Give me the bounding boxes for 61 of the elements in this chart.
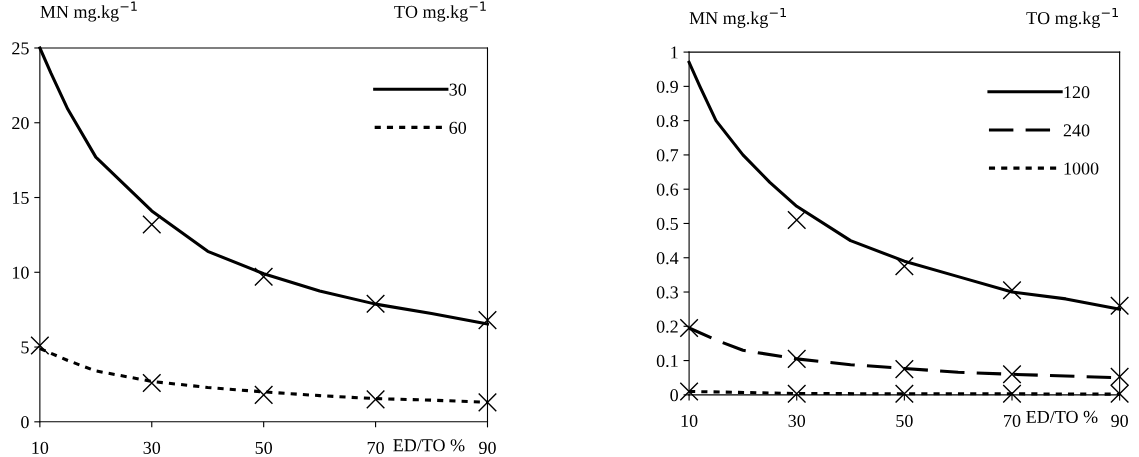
y-tick-label: 0.7 xyxy=(656,149,679,162)
x-tick-label: 50 xyxy=(896,414,913,427)
point xyxy=(787,384,807,404)
point xyxy=(894,359,914,379)
legend-label: 30 xyxy=(449,83,467,96)
point xyxy=(254,385,274,405)
point xyxy=(142,214,162,234)
y-tick-label: 10 xyxy=(12,266,29,279)
x-axis-title: ED/TO % xyxy=(1026,410,1098,424)
x-tick-label: 10 xyxy=(681,414,698,427)
point xyxy=(679,381,699,401)
x-tick-label: 90 xyxy=(479,441,496,454)
y-tick-label: 1 xyxy=(671,46,678,59)
y-tick-label: 0.1 xyxy=(656,354,678,368)
point xyxy=(679,318,699,338)
y-tick-label: 0 xyxy=(21,416,29,429)
x-tick-label: 70 xyxy=(1004,414,1021,427)
y-tick-label: 0 xyxy=(670,389,678,402)
x-tick-label: 10 xyxy=(32,441,49,454)
x-tick-label: 30 xyxy=(143,441,161,454)
point xyxy=(1110,296,1130,316)
point xyxy=(1002,364,1022,384)
point xyxy=(787,210,807,230)
y-tick-label: 0.3 xyxy=(656,286,678,299)
point xyxy=(894,256,914,276)
point xyxy=(1002,384,1022,404)
legend-label: 1000 xyxy=(1064,162,1099,175)
y-axis-title: MN mg.kg$^{−1}$ xyxy=(689,7,786,28)
x-tick-label: 90 xyxy=(1111,414,1128,427)
point xyxy=(478,310,497,330)
legend-label: 240 xyxy=(1063,124,1090,137)
point xyxy=(142,373,162,393)
point xyxy=(1110,384,1130,404)
y-tick-label: 0.2 xyxy=(656,320,678,333)
legend-label: 60 xyxy=(449,121,467,134)
point xyxy=(366,389,386,409)
y-tick-label: 5 xyxy=(21,341,29,354)
legend-label: 120 xyxy=(1064,86,1090,99)
point xyxy=(366,294,386,314)
point xyxy=(1110,367,1130,387)
point xyxy=(787,349,807,369)
point xyxy=(254,267,274,287)
point xyxy=(478,392,497,412)
y-tick-label: 0.9 xyxy=(656,80,678,93)
y-tick-label: 0.8 xyxy=(656,114,678,128)
point xyxy=(1002,280,1022,300)
point xyxy=(30,336,50,356)
y-axis-title: MN mg.kg$^{−1}$ xyxy=(40,1,137,22)
x-tick-label: 70 xyxy=(367,441,384,454)
x-tick-label: 30 xyxy=(788,414,806,427)
legend-title: TO mg.kg$^{−1}$ xyxy=(394,1,486,22)
x-axis-title: ED/TO % xyxy=(393,439,465,452)
y-tick-label: 15 xyxy=(12,191,29,204)
legend-title: TO mg.kg$^{−1}$ xyxy=(1026,7,1118,28)
y-tick-label: 0.5 xyxy=(656,217,678,230)
y-tick-label: 25 xyxy=(12,42,29,55)
y-tick-label: 0.6 xyxy=(656,183,679,196)
y-tick-label: 20 xyxy=(12,117,29,130)
x-tick-label: 50 xyxy=(255,441,273,454)
y-tick-label: 0.4 xyxy=(656,252,679,265)
point xyxy=(894,384,914,404)
